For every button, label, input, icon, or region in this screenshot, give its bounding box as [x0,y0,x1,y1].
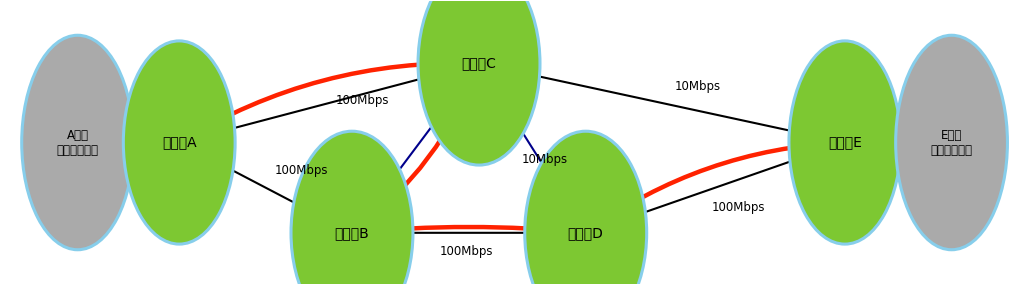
Text: 100Mbps: 100Mbps [711,201,765,214]
Text: 10Mbps: 10Mbps [522,153,569,166]
Ellipse shape [291,131,413,285]
Text: 100Mbps: 100Mbps [335,94,389,107]
Text: ルータC: ルータC [462,56,496,70]
Text: A支社
ネットワーク: A支社 ネットワーク [57,129,99,156]
Text: 100Mbps: 100Mbps [440,245,493,258]
Text: ルータE: ルータE [827,135,862,150]
Text: 10Mbps: 10Mbps [675,80,720,93]
Ellipse shape [789,41,901,244]
Ellipse shape [123,41,235,244]
Text: ルータD: ルータD [568,226,603,240]
Text: 100Mbps: 100Mbps [274,164,328,177]
Ellipse shape [525,131,647,285]
Ellipse shape [21,35,133,250]
Text: ルータB: ルータB [334,226,369,240]
Ellipse shape [418,0,540,165]
Text: E支社
ネットワーク: E支社 ネットワーク [930,129,972,156]
Ellipse shape [896,35,1008,250]
Text: ルータA: ルータA [162,135,197,150]
